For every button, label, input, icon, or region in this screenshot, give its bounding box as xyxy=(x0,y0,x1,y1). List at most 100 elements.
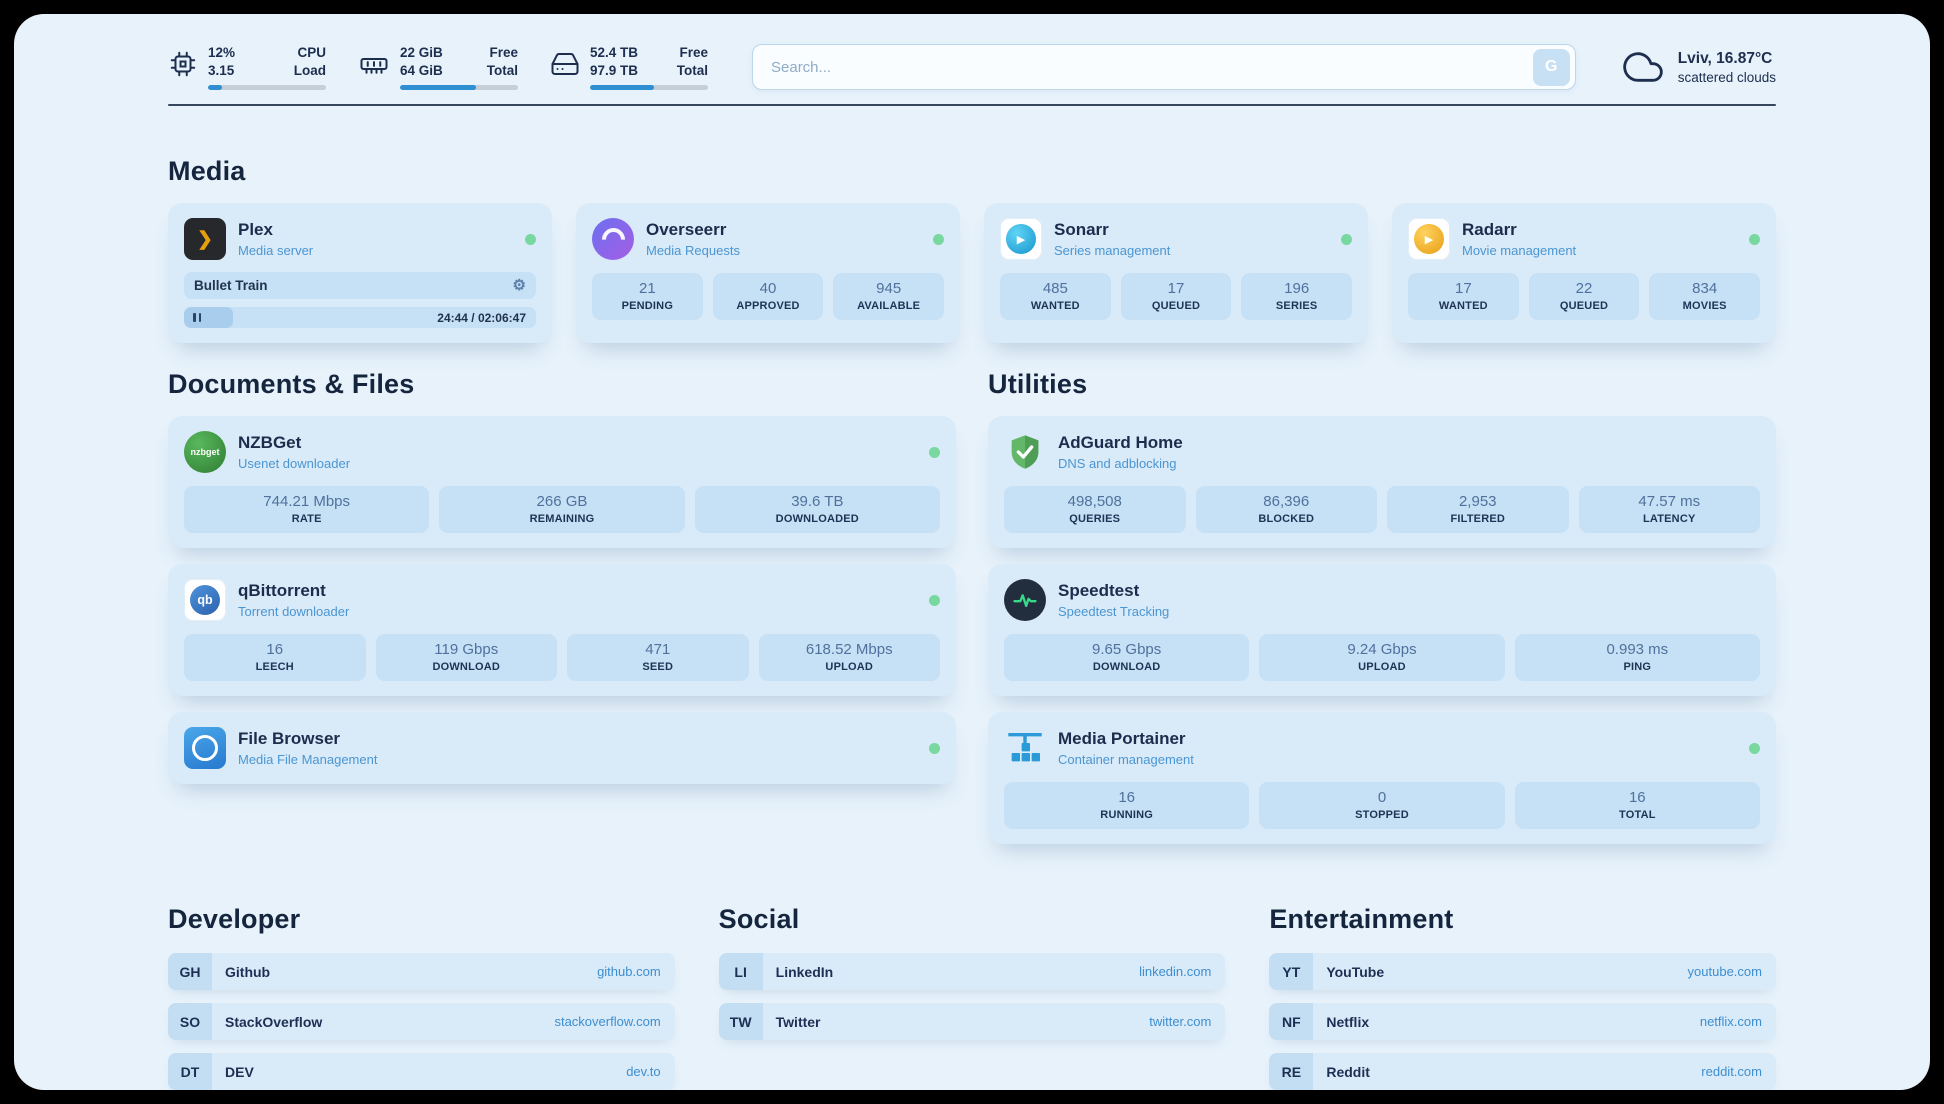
app-subtitle: Media File Management xyxy=(238,752,378,768)
bookmark-name: DEV xyxy=(225,1063,254,1080)
stat-wanted: 17 WANTED xyxy=(1408,273,1519,321)
app-name: Overseerr xyxy=(646,220,727,240)
media-card-row: ❯ Plex Media server Bullet Train ⚙ 24:44… xyxy=(168,203,1776,344)
pause-icon[interactable] xyxy=(193,313,204,323)
radarr-card[interactable]: ▶ Radarr Movie management 17 WANTED 22 QUE… xyxy=(1392,203,1776,344)
system-stats: 12% CPU 3.15 Load 22 GiB Free 64 GiB Total xyxy=(168,44,708,91)
bookmark-name: Github xyxy=(225,963,271,980)
bookmark-url: youtube.com xyxy=(1687,964,1762,980)
bookmark-url: linkedin.com xyxy=(1139,964,1212,980)
bookmark-name: Twitter xyxy=(775,1013,821,1030)
documents-column: Documents & Files nzbget NZBGet Usenet d… xyxy=(168,343,956,800)
bookmark-netflix[interactable]: NF Netflix netflix.com xyxy=(1269,1003,1776,1041)
app-subtitle: Media Requests xyxy=(646,243,740,259)
app-subtitle: Speedtest Tracking xyxy=(1058,604,1170,620)
now-playing-bar: Bullet Train ⚙ xyxy=(184,272,536,300)
qbittorrent-card[interactable]: qb qBittorrent Torrent downloader 16 LEEC… xyxy=(168,564,956,697)
now-playing-title: Bullet Train xyxy=(194,278,268,294)
filebrowser-card[interactable]: File Browser Media File Management xyxy=(168,712,956,785)
bookmark-dev[interactable]: DT DEV dev.to xyxy=(168,1053,675,1090)
bookmark-reddit[interactable]: RE Reddit reddit.com xyxy=(1269,1053,1776,1090)
section-title-documents: Documents & Files xyxy=(168,369,415,400)
app-name: Plex xyxy=(238,220,273,240)
bookmark-twitter[interactable]: TW Twitter twitter.com xyxy=(718,1003,1226,1041)
app-name: Radarr xyxy=(1462,220,1517,240)
weather-widget[interactable]: Lviv, 16.87°C scattered clouds xyxy=(1620,47,1776,87)
app-name: AdGuard Home xyxy=(1058,433,1183,453)
playback-progressbar[interactable]: 24:44 / 02:06:47 xyxy=(184,307,536,329)
cpu-widget: 12% CPU 3.15 Load xyxy=(168,44,326,91)
section-title-developer: Developer xyxy=(168,904,301,935)
bookmark-url: netflix.com xyxy=(1699,1014,1762,1030)
bookmark-linkedin[interactable]: LI LinkedIn linkedin.com xyxy=(718,953,1226,991)
ram-free-label: Free xyxy=(489,45,518,60)
adguard-card[interactable]: AdGuard Home DNS and adblocking 498,508 Q… xyxy=(988,416,1776,549)
bookmark-url: stackoverflow.com xyxy=(554,1014,661,1030)
stat-leech: 16 LEECH xyxy=(184,634,366,682)
utilities-column: Utilities AdGuard Home DNS and adblockin… xyxy=(988,343,1776,860)
section-title-social: Social xyxy=(718,904,800,935)
status-dot xyxy=(929,594,940,606)
cpu-icon xyxy=(168,49,198,79)
app-name: Speedtest xyxy=(1058,581,1140,601)
dashboard-panel: 12% CPU 3.15 Load 22 GiB Free 64 GiB Total xyxy=(14,14,1930,1090)
search-provider-button[interactable]: G xyxy=(1532,48,1570,86)
portainer-card[interactable]: Media Portainer Container management 16 R… xyxy=(988,712,1776,845)
disk-progressbar xyxy=(590,85,708,91)
section-title-entertainment: Entertainment xyxy=(1269,904,1454,935)
bookmark-url: dev.to xyxy=(626,1064,661,1080)
stat-queued: 17 QUEUED xyxy=(1120,273,1232,321)
ram-icon xyxy=(358,49,390,79)
status-dot xyxy=(1749,742,1760,754)
ram-progressbar xyxy=(400,85,518,91)
stat-total: 16 TOTAL xyxy=(1514,782,1760,830)
search-input[interactable] xyxy=(769,57,1533,77)
bookmark-url: github.com xyxy=(597,964,661,980)
bookmark-name: LinkedIn xyxy=(775,963,834,980)
stat-queries: 498,508 QUERIES xyxy=(1004,486,1186,534)
app-subtitle: Series management xyxy=(1054,243,1171,259)
app-subtitle: Media server xyxy=(238,243,314,259)
bookmark-stackoverflow[interactable]: SO StackOverflow stackoverflow.com xyxy=(168,1003,675,1041)
stat-upload: 618.52 Mbps UPLOAD xyxy=(758,634,940,682)
radarr-icon: ▶ xyxy=(1408,218,1450,261)
qb-logo-text: qb xyxy=(190,585,220,616)
gear-icon[interactable]: ⚙ xyxy=(512,277,526,295)
bookmark-group-entertainment: Entertainment YT YouTube youtube.com NF … xyxy=(1269,904,1776,1090)
play-glyph: ▶ xyxy=(1006,224,1036,255)
disk-total-label: Total xyxy=(676,63,708,79)
disk-total-value: 97.9 TB xyxy=(590,63,639,79)
bookmark-name: YouTube xyxy=(1326,963,1385,980)
app-subtitle: Usenet downloader xyxy=(238,456,351,472)
stat-ping: 0.993 ms PING xyxy=(1514,634,1760,682)
app-name: Media Portainer xyxy=(1058,729,1186,749)
stat-latency: 47.57 ms LATENCY xyxy=(1578,486,1760,534)
stat-seed: 471 SEED xyxy=(567,634,749,682)
cpu-usage-label: CPU xyxy=(297,45,326,60)
app-name: Sonarr xyxy=(1054,220,1109,240)
status-dot xyxy=(929,446,940,458)
bookmark-group-social: Social LI LinkedIn linkedin.com TW Twitt… xyxy=(718,904,1226,1090)
section-title-utilities: Utilities xyxy=(988,369,1088,400)
app-name: NZBGet xyxy=(238,433,302,453)
adguard-icon xyxy=(1004,431,1046,473)
disk-free-label: Free xyxy=(679,45,708,60)
app-subtitle: Torrent downloader xyxy=(238,604,350,620)
app-subtitle: Movie management xyxy=(1462,243,1577,259)
plex-icon: ❯ xyxy=(184,218,226,261)
ram-progress-fill xyxy=(400,85,476,91)
overseerr-card[interactable]: Overseerr Media Requests 21 PENDING 40 APP… xyxy=(576,203,960,344)
nzbget-card[interactable]: nzbget NZBGet Usenet downloader 744.21 M… xyxy=(168,416,956,549)
plex-card[interactable]: ❯ Plex Media server Bullet Train ⚙ 24:44… xyxy=(168,203,552,344)
sonarr-card[interactable]: ▶ Sonarr Series management 485 WANTED 17 Q… xyxy=(984,203,1368,344)
playback-progress-fill xyxy=(184,307,234,329)
stat-blocked: 86,396 BLOCKED xyxy=(1195,486,1377,534)
bookmark-youtube[interactable]: YT YouTube youtube.com xyxy=(1269,953,1776,991)
nzbget-logo-text: nzbget xyxy=(190,447,220,458)
cloud-icon xyxy=(1620,47,1666,87)
qbittorrent-icon: qb xyxy=(184,579,226,622)
section-title-media: Media xyxy=(168,156,246,187)
cpu-load-label: Load xyxy=(293,63,326,79)
speedtest-card[interactable]: Speedtest Speedtest Tracking 9.65 Gbps DO… xyxy=(988,564,1776,697)
bookmark-github[interactable]: GH Github github.com xyxy=(168,953,675,991)
